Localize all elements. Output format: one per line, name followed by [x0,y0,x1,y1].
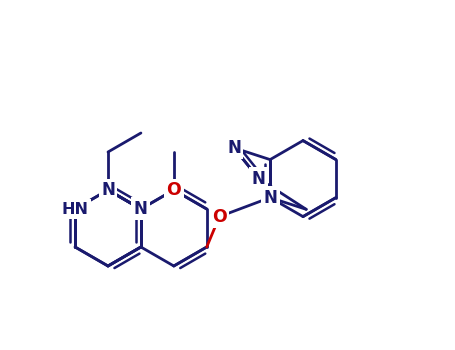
Text: N: N [263,189,277,206]
Text: N: N [227,139,241,157]
Text: O: O [167,181,181,199]
Text: HN: HN [61,202,89,217]
Text: N: N [134,200,148,218]
Text: N: N [101,181,115,199]
Text: O: O [212,208,227,226]
Text: N: N [252,170,266,188]
